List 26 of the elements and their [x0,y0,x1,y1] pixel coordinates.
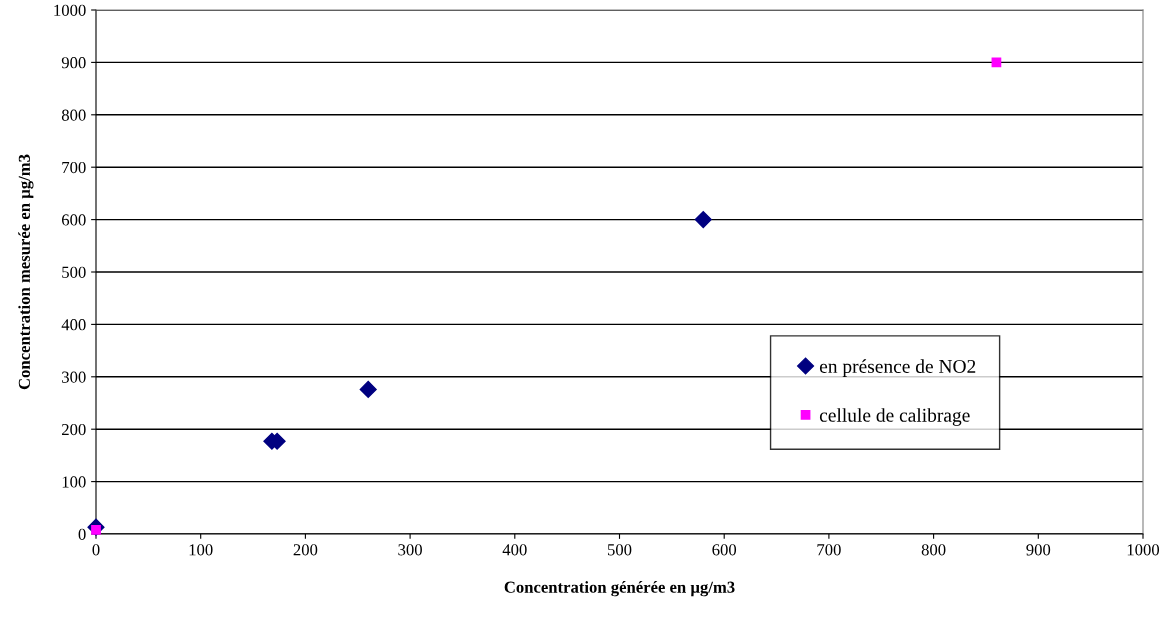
x-tick-label: 600 [712,544,737,556]
x-tick-label: 900 [1026,544,1051,556]
x-tick-label: 100 [189,544,213,556]
y-tick-label: 800 [61,109,86,121]
y-tick-label: 0 [78,528,86,540]
legend-label: cellule de calibrage [819,408,970,426]
y-tick-label: 600 [61,214,86,226]
legend-label: en présence de NO2 [819,359,976,377]
x-axis-title: Concentration générée en µg/m3 [504,581,735,597]
y-tick-label: 300 [62,371,86,383]
y-tick-label: 100 [62,476,86,488]
x-tick-label: 200 [293,544,318,556]
x-tick-label: 0 [92,544,100,556]
x-tick-label: 800 [921,544,946,556]
y-tick-label: 400 [61,319,86,331]
x-tick-label: 700 [817,544,841,556]
y-tick-label: 1000 [54,4,86,16]
x-tick-label: 1000 [1127,544,1160,556]
y-tick-label: 700 [62,161,86,174]
x-tick-label: 300 [398,544,422,556]
y-axis-title: Concentration mesurée en µg/m3 [18,154,34,390]
x-tick-label: 400 [502,544,527,556]
y-tick-label: 200 [62,423,86,436]
x-tick-label: 500 [607,544,632,556]
y-tick-label: 900 [61,57,86,69]
y-tick-label: 500 [62,266,86,278]
